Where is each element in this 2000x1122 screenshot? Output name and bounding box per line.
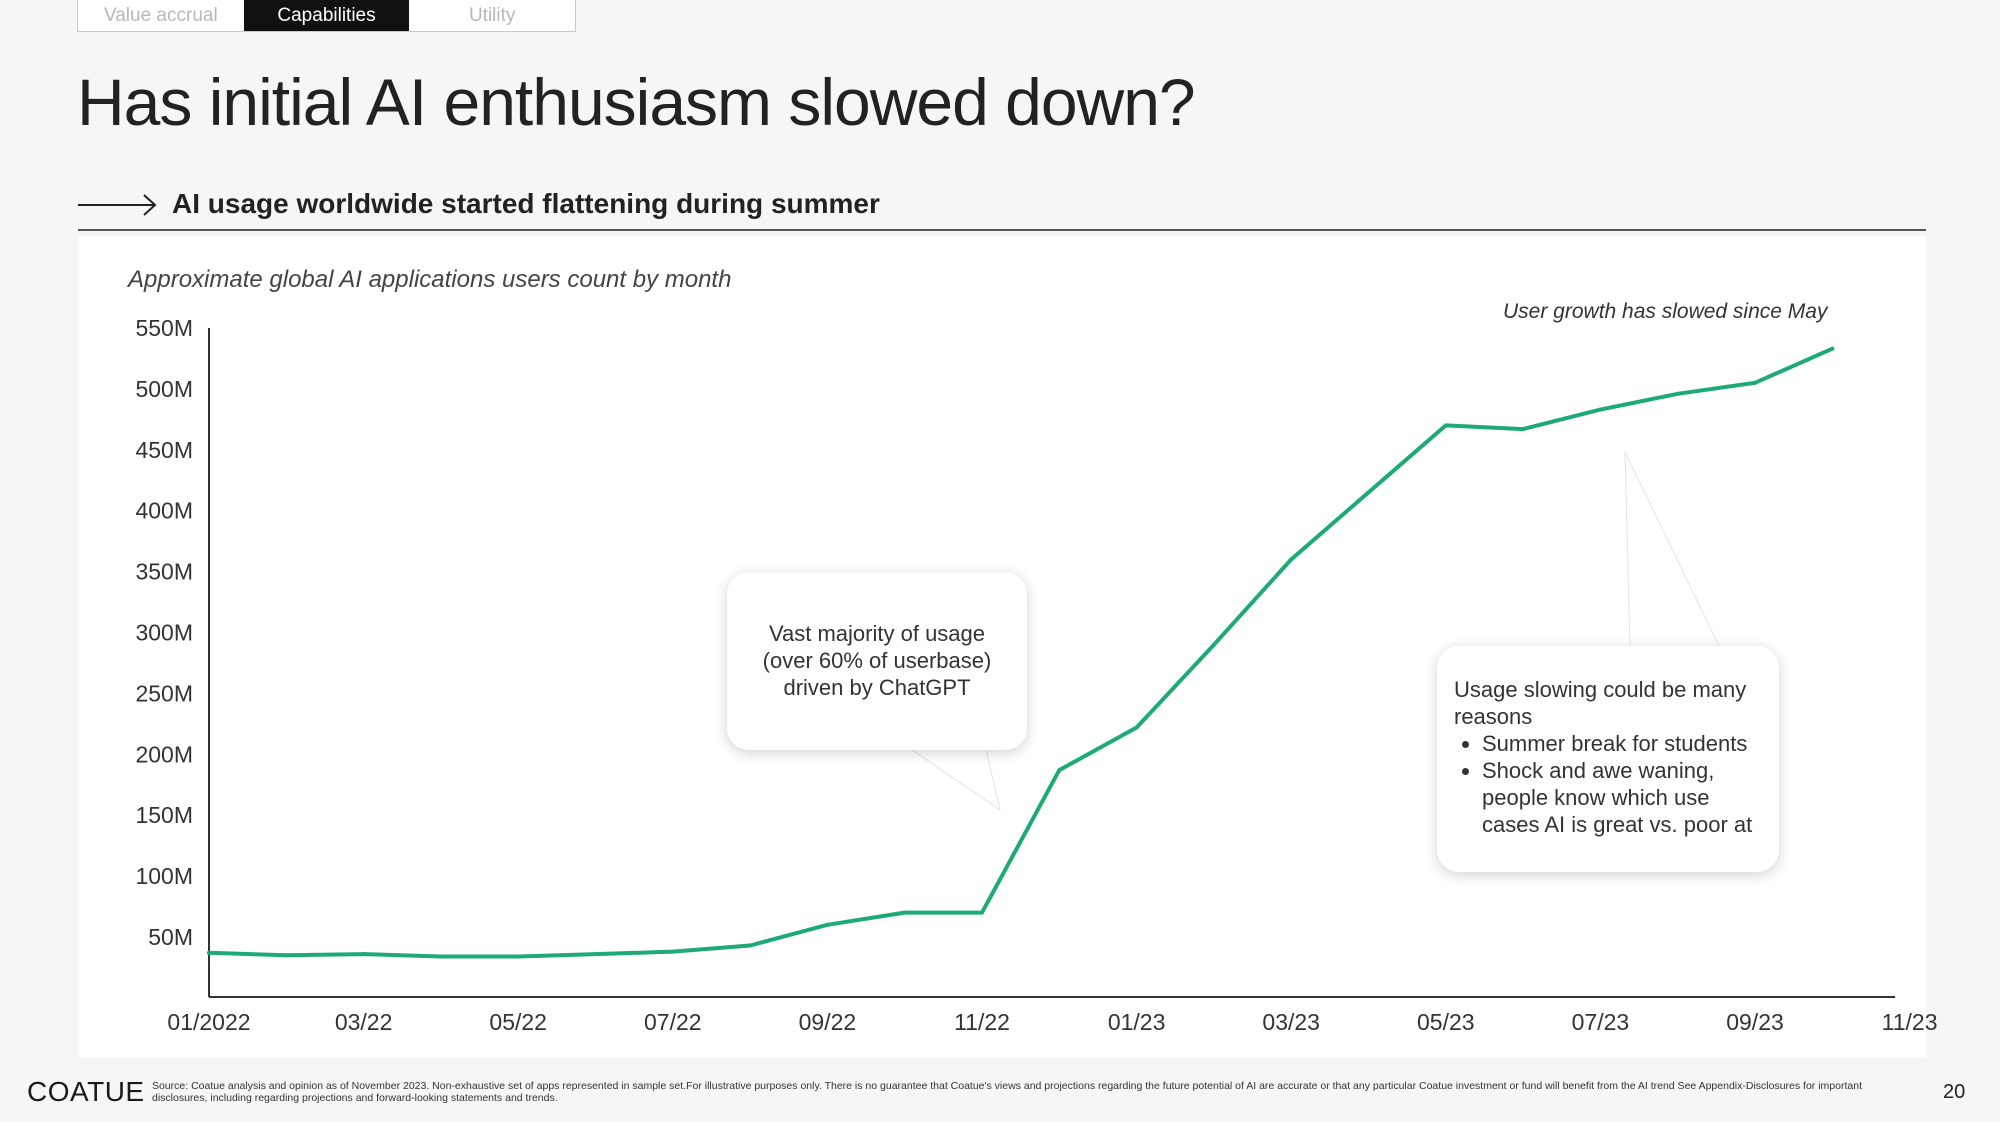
x-tick-label: 05/23 [1417, 1009, 1475, 1035]
y-tick-label: 350M [135, 559, 193, 585]
data-point [1289, 557, 1294, 562]
data-point [980, 910, 984, 915]
callout-pointer-chatgpt [903, 744, 1001, 812]
y-tick-label: 450M [135, 437, 193, 463]
y-tick-label: 250M [135, 680, 193, 706]
callout-chatgpt: Vast majority of usage (over 60% of user… [727, 572, 1027, 750]
data-point [284, 953, 289, 958]
data-point [1366, 490, 1371, 495]
data-point [1057, 768, 1062, 773]
tab-capabilities[interactable]: Capabilities [243, 0, 410, 31]
x-tick-label: 11/23 [1882, 1009, 1938, 1035]
y-tick-label: 50M [148, 924, 193, 950]
data-point [1753, 380, 1757, 385]
tab-value-accrual[interactable]: Value accrual [103, 4, 218, 26]
tab-utility[interactable]: Utility [468, 4, 516, 26]
data-point [748, 943, 753, 948]
logo: COATUE [27, 1076, 145, 1107]
x-tick-label: 03/23 [1262, 1009, 1320, 1035]
y-tick-label: 500M [135, 376, 193, 402]
callout-pointer [1624, 451, 1721, 649]
x-tick-label: 07/22 [644, 1009, 702, 1035]
data-point [207, 950, 211, 955]
series-line [207, 346, 1835, 959]
data-point [361, 952, 366, 957]
data-point [1675, 391, 1680, 396]
divider [78, 229, 1926, 231]
x-tick-label: 01/2022 [167, 1009, 250, 1035]
slide-subtitle: AI usage worldwide started flattening du… [172, 188, 880, 219]
data-point [1598, 407, 1603, 412]
data-point [438, 954, 443, 959]
data-point [1830, 346, 1835, 351]
data-point [1134, 725, 1139, 730]
data-point [825, 922, 830, 927]
source-note: Source: Coatue analysis and opinion as o… [152, 1080, 1862, 1104]
x-tick-label: 11/22 [954, 1009, 1010, 1035]
data-point [1521, 427, 1526, 432]
growth-annotation: User growth has slowed since May [1503, 300, 1828, 323]
x-tick-label: 09/23 [1726, 1009, 1784, 1035]
callout-chatgpt-text: Vast majority of usage (over 60% of user… [762, 621, 992, 700]
chart-caption: Approximate global AI applications users… [128, 266, 732, 293]
data-point [1443, 423, 1448, 428]
page-title: Has initial AI enthusiasm slowed down? [77, 65, 1196, 139]
arrow-right-icon [78, 194, 157, 216]
data-point [593, 952, 598, 957]
x-tick-label: 01/23 [1108, 1009, 1166, 1035]
list-item: Summer break for students [1482, 730, 1761, 757]
x-tick-label: 07/23 [1572, 1009, 1630, 1035]
x-tick-label: 09/22 [799, 1009, 857, 1035]
data-point [670, 949, 675, 954]
data-point [516, 954, 521, 959]
y-tick-label: 550M [135, 315, 193, 341]
series-users [207, 346, 1835, 959]
y-tick-label: 300M [135, 620, 193, 646]
y-tick-label: 100M [135, 863, 193, 889]
callout-slowing-list: Summer break for students Shock and awe … [1454, 730, 1761, 838]
x-axis-ticks: 01/2022 03/22 05/22 07/22 09/22 11/22 01/23 03/… [167, 1009, 1937, 1035]
chart-axes [208, 328, 1895, 998]
list-item: Shock and awe waning, people know which … [1482, 757, 1761, 838]
x-tick-label: 05/22 [489, 1009, 547, 1035]
y-tick-label: 200M [135, 741, 193, 767]
page-number: 20 [1943, 1081, 1966, 1103]
y-tick-label: 400M [135, 498, 193, 524]
x-tick-label: 03/22 [335, 1009, 393, 1035]
callout-pointer [903, 744, 1001, 812]
section-tabs: Value accrual Capabilities Utility [77, 0, 576, 32]
callout-slowing: Usage slowing could be many reasons Summ… [1437, 646, 1779, 872]
y-axis-ticks: 550M 500M 450M 400M 350M 300M 250M 200M 150M 100M… [135, 315, 193, 950]
callout-pointer-slowing [1624, 451, 1721, 649]
data-point [902, 910, 907, 915]
data-point [1211, 642, 1216, 647]
callout-slowing-intro: Usage slowing could be many reasons [1454, 677, 1747, 729]
y-tick-label: 150M [135, 802, 193, 828]
